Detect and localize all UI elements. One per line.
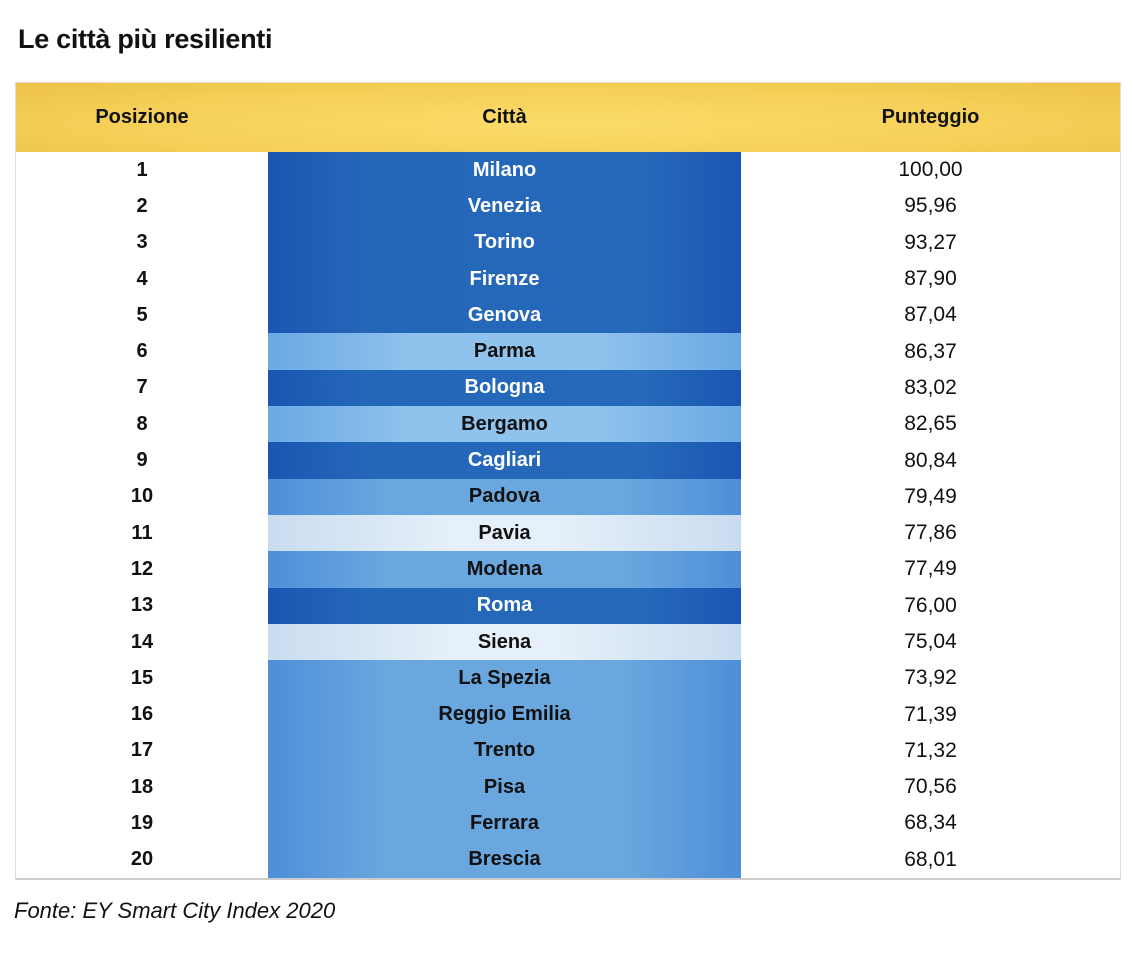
score-cell: 95,96 [904, 194, 957, 218]
city-cell: Milano [268, 152, 741, 189]
table-row: 2 Venezia 95,96 [16, 188, 1120, 225]
city-cell: Reggio Emilia [268, 696, 741, 733]
city-cell: Pisa [268, 769, 741, 806]
source-note: Fonte: EY Smart City Index 2020 [14, 898, 336, 923]
city-cell: Modena [268, 551, 741, 588]
city-cell: Torino [268, 224, 741, 261]
table-row: 13 Roma 76,00 [16, 587, 1120, 624]
position-cell: 7 [136, 376, 148, 399]
position-cell: 5 [136, 303, 148, 326]
score-cell: 75,04 [904, 630, 957, 653]
score-cell: 82,65 [904, 412, 957, 436]
position-cell: 20 [130, 848, 154, 871]
score-cell: 100,00 [898, 158, 963, 182]
table-row: 1 Milano 100,00 [16, 152, 1120, 189]
city-cell: Roma [268, 587, 741, 624]
city-cell: Bergamo [268, 406, 741, 443]
column-header-position: Posizione [95, 106, 189, 128]
position-cell: 10 [130, 485, 154, 508]
table-row: 11 Pavia 77,86 [16, 514, 1120, 552]
position-cell: 11 [131, 521, 153, 544]
score-cell: 71,39 [904, 702, 957, 726]
position-cell: 17 [130, 739, 154, 762]
score-cell: 80,84 [904, 448, 957, 472]
position-cell: 13 [130, 594, 154, 617]
city-cell: Trento [268, 732, 741, 770]
score-cell: 76,00 [904, 593, 957, 617]
city-cell: Brescia [268, 841, 741, 878]
score-cell: 86,37 [904, 339, 957, 363]
score-cell: 87,90 [904, 267, 957, 291]
city-cell: Venezia [268, 188, 741, 225]
table-row: 16 Reggio Emilia 71,39 [16, 696, 1120, 733]
city-cell: Cagliari [268, 442, 741, 479]
city-cell: Padova [268, 478, 741, 515]
score-cell: 87,04 [904, 303, 957, 327]
column-header-city: Città [482, 106, 527, 128]
table-row: 3 Torino 93,27 [16, 224, 1120, 261]
position-cell: 18 [130, 775, 154, 798]
score-cell: 77,49 [904, 557, 957, 581]
position-cell: 8 [136, 412, 148, 435]
ranking-table: Posizione Città Punteggio 1 Milano 100,00 2… [15, 82, 1121, 880]
position-cell: 3 [136, 231, 148, 254]
city-cell: Firenze [268, 260, 741, 298]
city-cell: La Spezia [268, 660, 741, 697]
score-cell: 79,49 [904, 484, 957, 508]
score-cell: 71,32 [904, 738, 957, 762]
table-row: 4 Firenze 87,90 [16, 260, 1120, 298]
score-cell: 70,56 [904, 775, 957, 799]
position-cell: 14 [130, 630, 154, 653]
score-cell: 83,02 [904, 375, 957, 399]
city-cell: Ferrara [268, 805, 741, 842]
position-cell: 2 [136, 194, 148, 217]
table-row: 6 Parma 86,37 [16, 333, 1120, 370]
table-row: 5 Genova 87,04 [16, 297, 1120, 334]
score-cell: 77,86 [904, 521, 957, 545]
city-cell: Genova [268, 297, 741, 334]
table-row: 19 Ferrara 68,34 [16, 805, 1120, 842]
table-row: 7 Bologna 83,02 [16, 369, 1120, 407]
table-header: Posizione Città Punteggio [16, 83, 1120, 152]
position-cell: 16 [130, 703, 154, 726]
table-row: 17 Trento 71,32 [16, 732, 1120, 770]
table-row: 18 Pisa 70,56 [16, 769, 1120, 806]
position-cell: 19 [130, 811, 154, 834]
table-row: 20 Brescia 68,01 [16, 841, 1120, 878]
position-cell: 4 [136, 267, 148, 290]
table-row: 10 Padova 79,49 [16, 478, 1120, 515]
table-body: 1 Milano 100,00 2 Venezia 95,96 3 Torino 93,27 4 F… [16, 152, 1120, 878]
city-cell: Siena [268, 623, 741, 661]
position-cell: 6 [136, 340, 148, 363]
table-row: 15 La Spezia 73,92 [16, 660, 1120, 697]
position-cell: 1 [136, 158, 148, 181]
city-cell: Pavia [268, 514, 741, 552]
score-cell: 73,92 [904, 666, 957, 690]
table-row: 8 Bergamo 82,65 [16, 406, 1120, 443]
position-cell: 9 [136, 449, 148, 472]
score-cell: 68,34 [904, 811, 957, 835]
position-cell: 15 [130, 666, 154, 689]
city-cell: Parma [268, 333, 741, 370]
table-row: 9 Cagliari 80,84 [16, 442, 1120, 479]
page-title: Le città più resilienti [18, 24, 273, 54]
column-header-score: Punteggio [881, 106, 980, 128]
position-cell: 12 [130, 557, 154, 580]
city-cell: Bologna [268, 369, 741, 407]
score-cell: 93,27 [904, 230, 957, 254]
score-cell: 68,01 [904, 847, 957, 871]
table-row: 14 Siena 75,04 [16, 623, 1120, 661]
table-row: 12 Modena 77,49 [16, 551, 1120, 588]
